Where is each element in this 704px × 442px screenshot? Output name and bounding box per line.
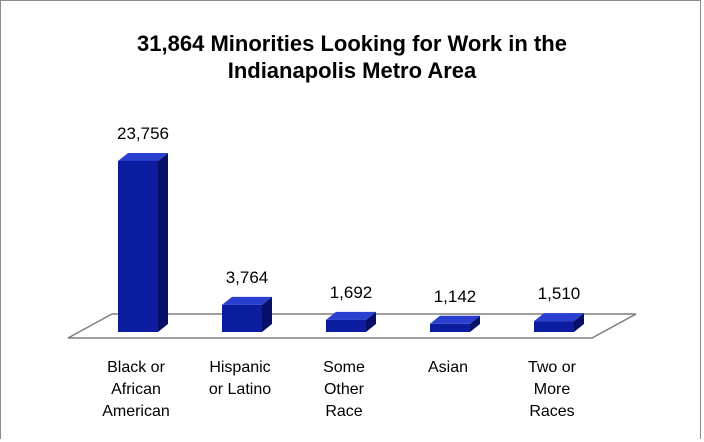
bar bbox=[430, 315, 480, 332]
data-label: 23,756 bbox=[117, 124, 169, 143]
data-label: 1,692 bbox=[330, 283, 373, 302]
bar-top bbox=[430, 315, 480, 324]
category-label: Hispanic or Latino bbox=[209, 359, 271, 398]
bar-front bbox=[222, 304, 262, 332]
bar-side bbox=[262, 296, 272, 332]
category-label: Two or More Races bbox=[528, 359, 577, 420]
bar-side bbox=[470, 315, 480, 332]
bar-side bbox=[366, 311, 376, 332]
category-label: Black or African American bbox=[102, 359, 170, 420]
bar-top bbox=[326, 311, 376, 320]
category-label: Some Other Race bbox=[323, 359, 365, 420]
bar-front bbox=[534, 321, 574, 332]
bar-top bbox=[118, 152, 168, 161]
data-label: 3,764 bbox=[226, 268, 269, 287]
bar-front bbox=[430, 323, 470, 332]
bar-front bbox=[118, 160, 158, 332]
bar-top bbox=[534, 313, 584, 322]
data-label: 1,142 bbox=[434, 287, 477, 306]
bar-side bbox=[574, 313, 584, 332]
bar-top bbox=[222, 296, 272, 305]
bar-front bbox=[326, 319, 366, 332]
bar bbox=[222, 296, 272, 332]
data-label: 1,510 bbox=[538, 284, 581, 303]
bar-side bbox=[158, 152, 168, 332]
bar bbox=[534, 313, 584, 332]
chart-title: 31,864 Minorities Looking for Work in th… bbox=[137, 31, 567, 83]
category-label: Asian bbox=[428, 359, 468, 376]
bar bbox=[326, 311, 376, 332]
bar bbox=[118, 152, 168, 332]
